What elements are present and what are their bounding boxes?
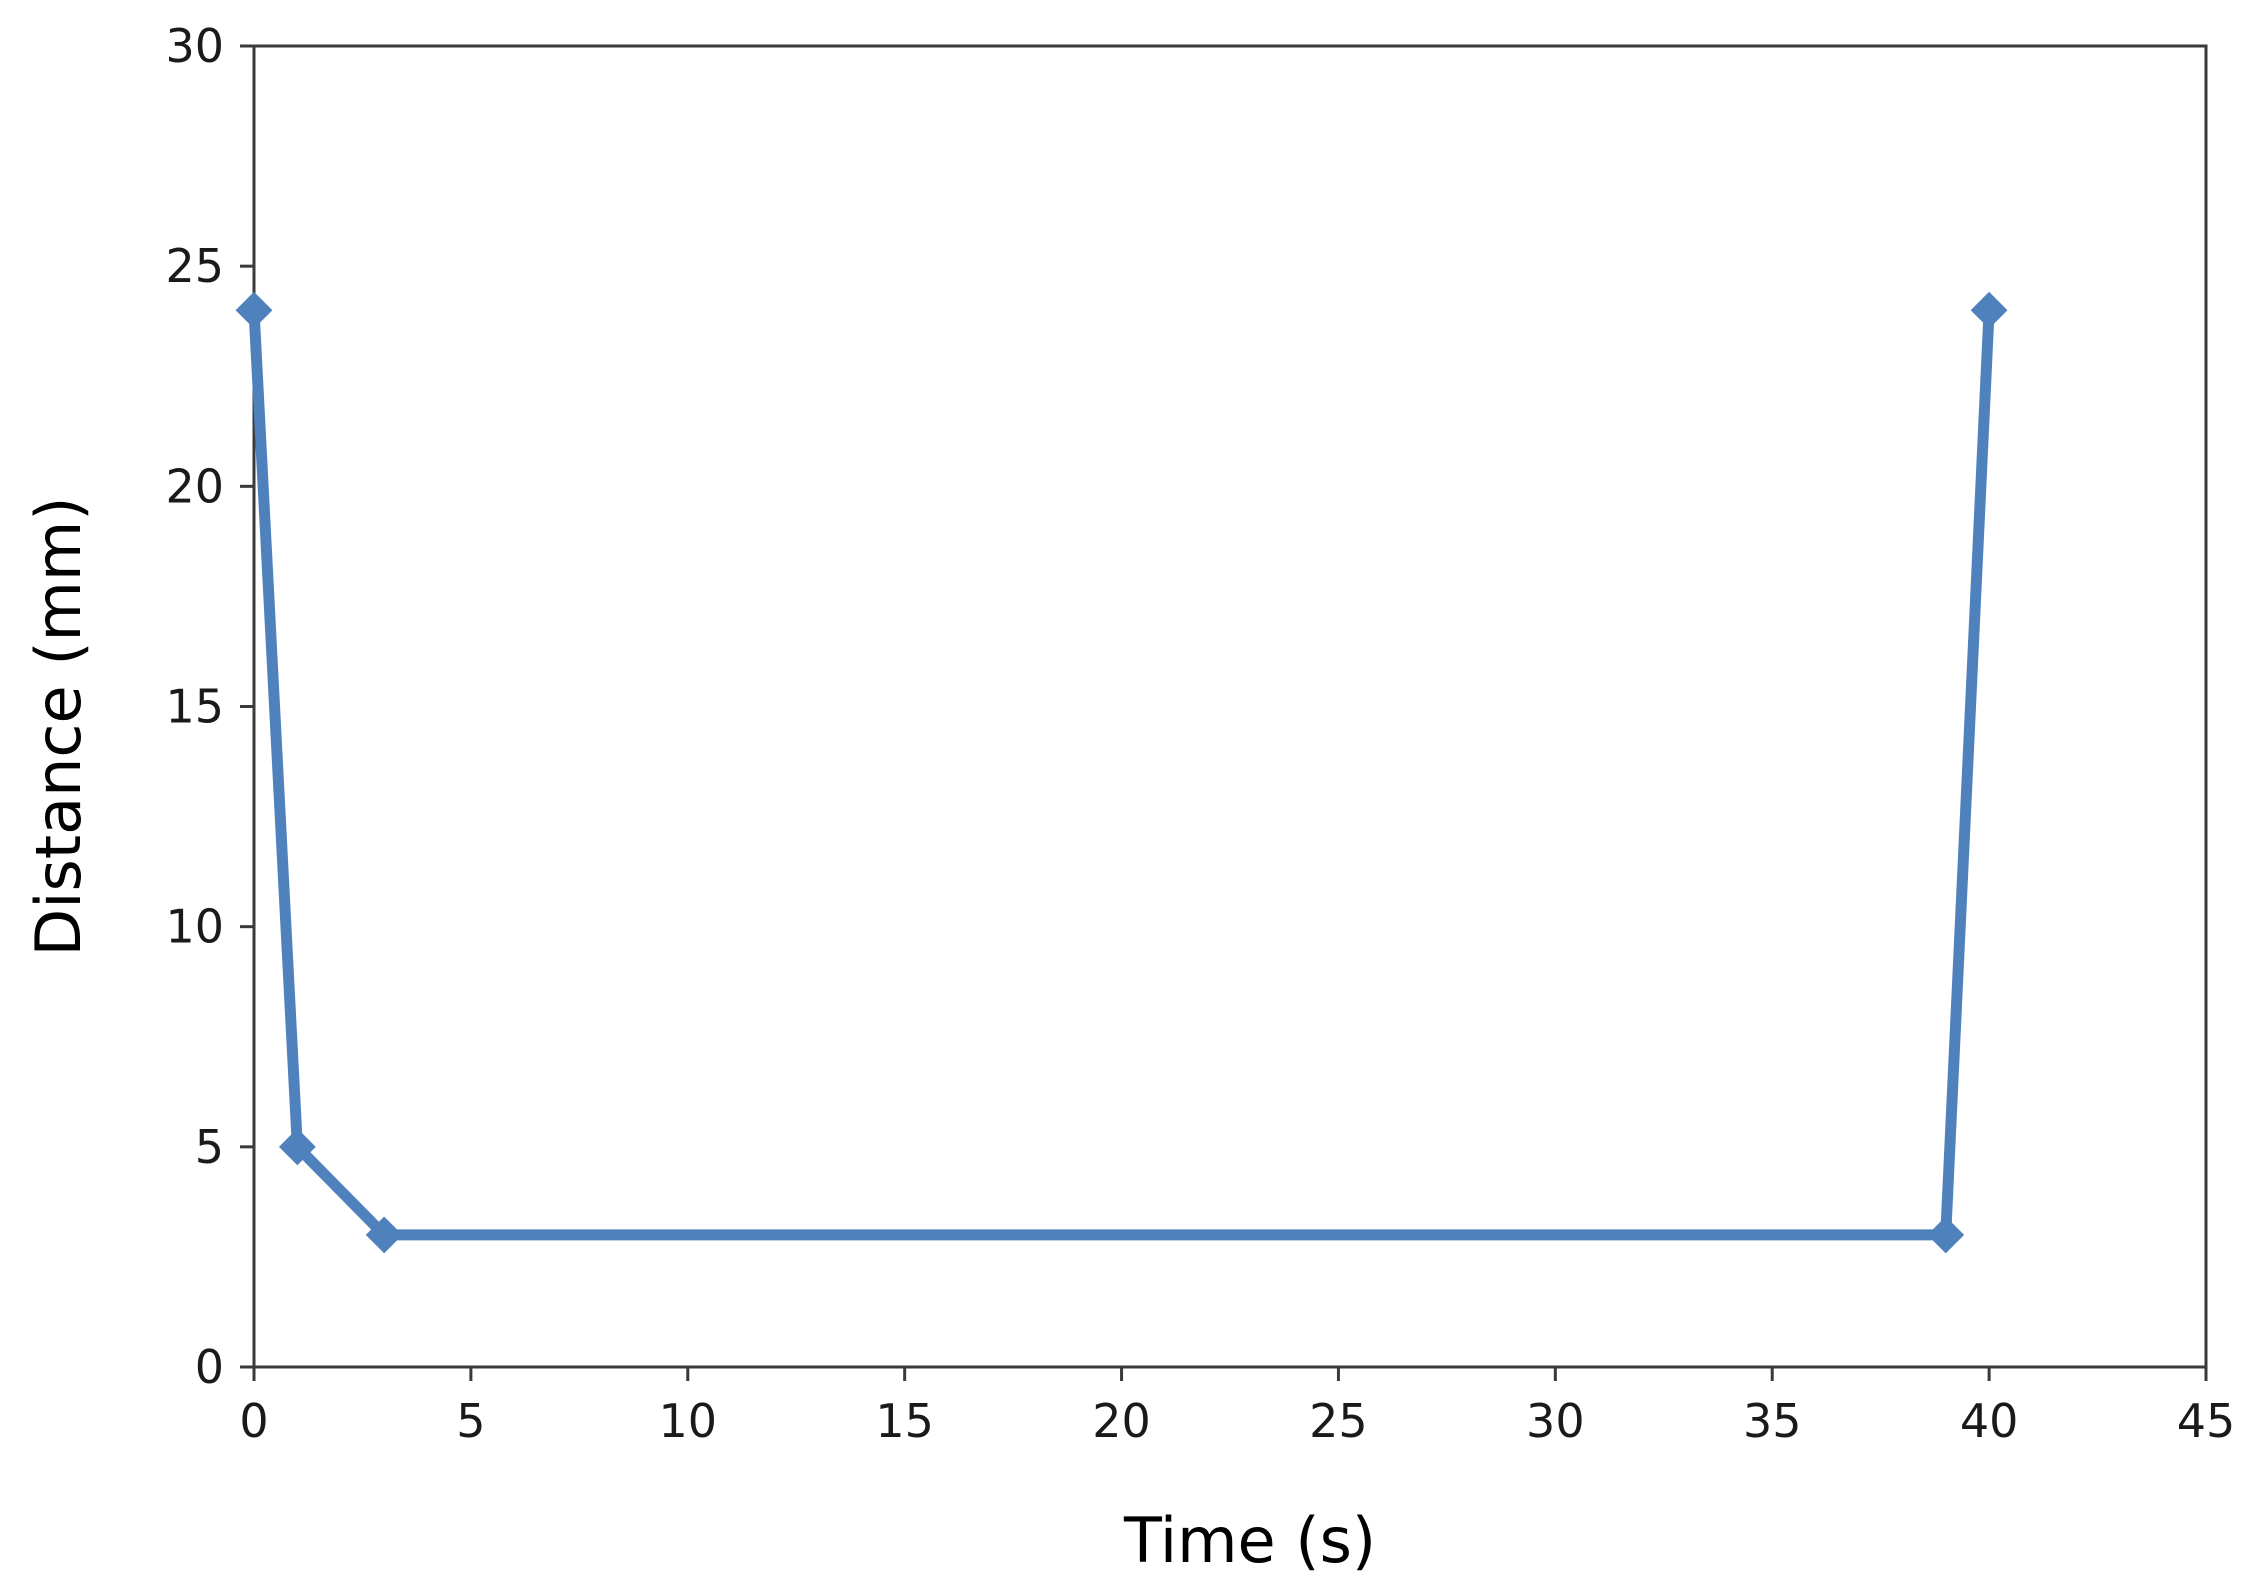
y-tick-label: 25 — [165, 239, 224, 293]
x-tick-label: 0 — [239, 1394, 268, 1448]
x-tick-label: 45 — [2177, 1394, 2236, 1448]
x-axis-ticks: 0 5 10 15 20 25 30 35 40 45 — [239, 1367, 2235, 1448]
x-tick-label: 30 — [1526, 1394, 1585, 1448]
y-tick-label: 0 — [195, 1340, 224, 1394]
x-tick-label: 15 — [875, 1394, 934, 1448]
y-tick-label: 15 — [165, 680, 224, 734]
x-axis-title: Time (s) — [1123, 1504, 1376, 1577]
y-tick-label: 10 — [165, 900, 224, 954]
x-tick-label: 35 — [1743, 1394, 1802, 1448]
data-point — [278, 1128, 316, 1166]
x-tick-label: 5 — [456, 1394, 485, 1448]
series-layer — [235, 291, 2008, 1254]
y-axis-title: Distance (mm) — [22, 497, 95, 957]
y-tick-label: 20 — [165, 459, 224, 513]
x-tick-label: 10 — [659, 1394, 718, 1448]
y-tick-label: 30 — [165, 19, 224, 73]
data-point — [1927, 1216, 1965, 1254]
x-tick-label: 20 — [1092, 1394, 1151, 1448]
data-point — [365, 1216, 403, 1254]
y-axis-ticks: 0 5 10 15 20 25 30 — [165, 19, 254, 1394]
y-tick-label: 5 — [195, 1120, 224, 1174]
plot-area — [252, 44, 2208, 1369]
data-point — [1970, 291, 2008, 329]
x-tick-label: 25 — [1309, 1394, 1368, 1448]
x-tick-label: 40 — [1960, 1394, 2019, 1448]
data-point — [235, 291, 273, 329]
